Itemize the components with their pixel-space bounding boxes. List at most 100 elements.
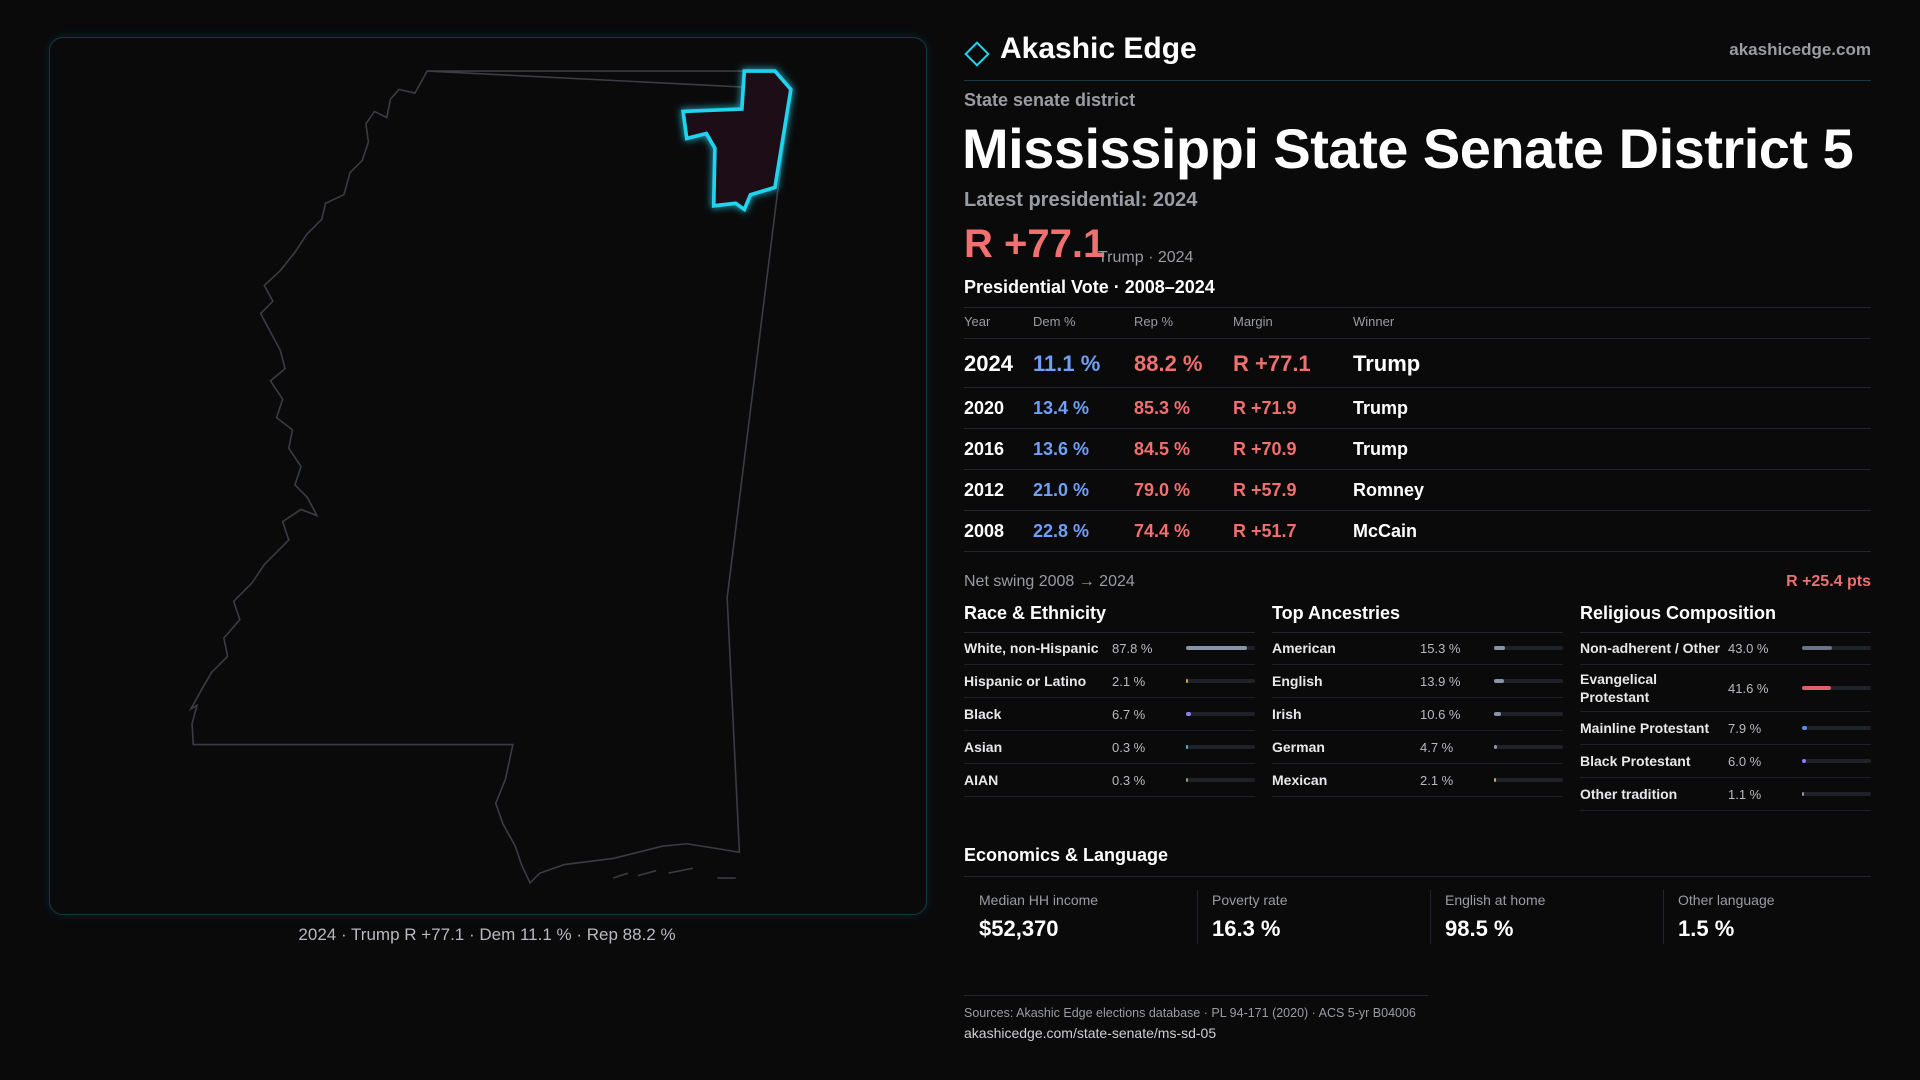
- list-row: Hispanic or Latino 2.1 %: [964, 665, 1255, 698]
- econ-rule: [964, 876, 1871, 877]
- margin-note: Trump · 2024: [1098, 249, 1194, 266]
- swing-label: Net swing 2008 → 2024: [964, 573, 1135, 590]
- table-cell: McCain: [1353, 520, 1418, 541]
- row-name: German: [1272, 739, 1325, 755]
- section-list: White, non-Hispanic 87.8 % Hispanic or Lat…: [964, 632, 1255, 797]
- table-cell: 2024: [964, 350, 1013, 376]
- row-value: 2.1 %: [1420, 772, 1454, 788]
- list-row: Non-adherent / Other 43.0 %: [1580, 632, 1871, 665]
- brand: Akashic Edge: [1000, 32, 1197, 65]
- section-list: Non-adherent / Other 43.0 % Evangelical Pr…: [1580, 632, 1871, 811]
- row-name: American: [1272, 640, 1336, 656]
- table-cell: R +70.9: [1233, 438, 1297, 459]
- table-rule: [964, 307, 1871, 308]
- table-cell: 22.8 %: [1033, 520, 1090, 541]
- table-cell: 74.4 %: [1134, 520, 1191, 541]
- bar-track: [1802, 726, 1871, 730]
- row-value: 41.6 %: [1728, 680, 1769, 696]
- column-header: Rep %: [1134, 314, 1174, 329]
- card-divider: [1430, 890, 1431, 944]
- card-value: 1.5 %: [1678, 916, 1735, 941]
- table-cell: 11.1 %: [1033, 350, 1101, 376]
- bar-track: [1802, 646, 1871, 650]
- row-name: Black Protestant: [1580, 753, 1691, 769]
- table-cell: Romney: [1353, 479, 1425, 500]
- share-bar: [1494, 679, 1504, 683]
- econ-title: Economics & Language: [964, 845, 1169, 865]
- row-name: Black: [964, 706, 1002, 722]
- bar-track: [1494, 712, 1563, 716]
- row-name: Irish: [1272, 706, 1302, 722]
- table-rule: [964, 510, 1871, 511]
- source-url: akashicedge.com/state-senate/ms-sd-05: [964, 1025, 1217, 1041]
- header-rule: [964, 80, 1871, 81]
- section-rule: [1580, 632, 1871, 633]
- column-header: Winner: [1353, 314, 1395, 329]
- column-header: Margin: [1233, 314, 1273, 329]
- row-value: 4.7 %: [1420, 739, 1454, 755]
- row-value: 0.3 %: [1112, 772, 1146, 788]
- table-cell: R +77.1: [1233, 350, 1311, 376]
- list-row: Asian 0.3 %: [964, 731, 1255, 764]
- list-row: Mainline Protestant 7.9 %: [1580, 712, 1871, 745]
- share-bar: [1186, 778, 1188, 782]
- table-rule: [964, 469, 1871, 470]
- table-cell: Trump: [1353, 350, 1421, 376]
- table-cell: 88.2 %: [1134, 350, 1203, 376]
- table-rule: [964, 387, 1871, 388]
- site: akashicedge.com: [1729, 40, 1871, 59]
- row-value: 13.9 %: [1420, 673, 1461, 689]
- bar-track: [1494, 778, 1563, 782]
- card-label: English at home: [1445, 892, 1546, 908]
- bar-track: [1494, 679, 1563, 683]
- row-value: 1.1 %: [1728, 786, 1762, 802]
- table-cell: 2016: [964, 438, 1005, 459]
- list-row: Other tradition 1.1 %: [1580, 778, 1871, 811]
- card-value: 16.3 %: [1212, 916, 1281, 941]
- section-rule: [964, 632, 1255, 633]
- list-row: Black Protestant 6.0 %: [1580, 745, 1871, 778]
- econ-card: Other language 1.5 %: [1663, 890, 1896, 946]
- section-list: American 15.3 % English 13.9 % Irish 10.6 % Ge…: [1272, 632, 1563, 797]
- list-row: Evangelical Protestant 41.6 %: [1580, 665, 1871, 712]
- table-cell: R +71.9: [1233, 397, 1297, 418]
- bar-track: [1802, 759, 1871, 763]
- econ-card: Poverty rate 16.3 %: [1197, 890, 1430, 946]
- bar-track: [1186, 679, 1255, 683]
- column-header: Year: [964, 314, 991, 329]
- section-rule: [1272, 632, 1563, 633]
- list-row: American 15.3 %: [1272, 632, 1563, 665]
- table-rule: [964, 551, 1871, 552]
- map-caption: 2024 · Trump R +77.1 · Dem 11.1 % · Rep …: [298, 925, 676, 944]
- econ-card: Median HH income $52,370: [964, 890, 1197, 946]
- state-outline: [188, 70, 792, 885]
- kind: State senate district: [964, 90, 1136, 110]
- table-cell: R +51.7: [1233, 520, 1297, 541]
- share-bar: [1494, 646, 1505, 650]
- bar-track: [1802, 686, 1871, 690]
- sources-rule: [964, 995, 1428, 996]
- list-row: White, non-Hispanic 87.8 %: [964, 632, 1255, 665]
- table-cell: 21.0 %: [1033, 479, 1090, 500]
- row-name: Mainline Protestant: [1580, 720, 1710, 736]
- row-name: Evangelical Protestant: [1580, 671, 1658, 705]
- share-bar: [1186, 745, 1188, 749]
- table-cell: 85.3 %: [1134, 397, 1191, 418]
- bar-track: [1186, 712, 1255, 716]
- row-name: English: [1272, 673, 1323, 689]
- coast-islands: [613, 867, 736, 879]
- row-name: White, non-Hispanic: [964, 640, 1099, 656]
- share-bar: [1802, 686, 1831, 690]
- table-cell: 13.4 %: [1033, 397, 1090, 418]
- card-value: 98.5 %: [1445, 916, 1514, 941]
- card-divider: [1197, 890, 1198, 944]
- swing-value: R +25.4 pts: [1786, 573, 1871, 590]
- share-bar: [1802, 792, 1804, 796]
- bar-track: [1186, 778, 1255, 782]
- share-bar: [1186, 646, 1247, 650]
- district-shape: [680, 69, 793, 213]
- logo-diamond: [964, 41, 990, 67]
- row-value: 87.8 %: [1112, 640, 1153, 656]
- table-cell: 13.6 %: [1033, 438, 1090, 459]
- row-value: 15.3 %: [1420, 640, 1461, 656]
